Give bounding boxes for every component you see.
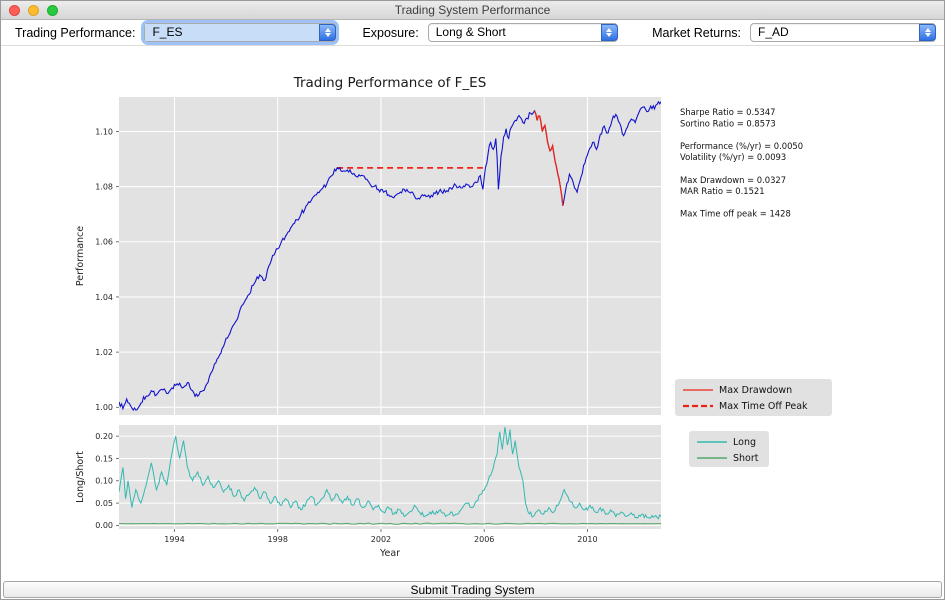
toolbar: Trading Performance: F_ES Exposure: Long… <box>1 20 944 46</box>
performance-plot-area <box>119 97 661 415</box>
svg-text:1.00: 1.00 <box>95 403 113 412</box>
chevron-up-down-icon <box>600 24 618 41</box>
svg-text:2010: 2010 <box>577 535 597 544</box>
equity-curve-line <box>119 100 661 412</box>
svg-text:Performance (%/yr) = 0.0050: Performance (%/yr) = 0.0050 <box>680 141 803 151</box>
svg-text:0.00: 0.00 <box>95 521 113 530</box>
market-returns-label: Market Returns: <box>652 25 741 40</box>
market-returns-select[interactable]: F_AD <box>750 23 936 42</box>
svg-text:Sharpe Ratio = 0.5347: Sharpe Ratio = 0.5347 <box>680 107 775 117</box>
svg-text:Short: Short <box>733 453 759 464</box>
bottom-bar: Submit Trading System <box>1 579 944 599</box>
svg-text:1994: 1994 <box>164 535 184 544</box>
svg-text:0.05: 0.05 <box>95 499 113 508</box>
svg-text:Max Time Off Peak: Max Time Off Peak <box>719 401 808 412</box>
svg-text:1.08: 1.08 <box>95 182 113 191</box>
svg-text:Volatility (%/yr) = 0.0093: Volatility (%/yr) = 0.0093 <box>680 152 786 162</box>
svg-text:1.04: 1.04 <box>95 293 113 302</box>
market-returns-group: Market Returns: F_AD <box>652 23 936 42</box>
svg-text:1.06: 1.06 <box>95 238 113 247</box>
short-exposure-line <box>119 522 661 525</box>
exposure-label: Exposure: <box>362 25 419 40</box>
trading-performance-label: Trading Performance: <box>15 25 136 40</box>
max-drawdown-line <box>533 110 564 206</box>
traffic-lights <box>9 4 58 16</box>
svg-text:Max Drawdown = 0.0327: Max Drawdown = 0.0327 <box>680 175 786 185</box>
chevron-up-down-icon <box>919 24 936 41</box>
exposure-value: Long & Short <box>435 25 506 39</box>
svg-text:1.10: 1.10 <box>95 127 113 136</box>
performance-legend <box>675 379 832 416</box>
svg-text:Max Time off peak = 1428: Max Time off peak = 1428 <box>680 209 791 219</box>
svg-text:0.10: 0.10 <box>95 477 113 486</box>
performance-chart: 1.00 1.02 1.04 1.06 1.08 1.10 Performance 0.00 0… <box>75 75 832 559</box>
svg-text:1998: 1998 <box>268 535 288 544</box>
figure-area: 1.00 1.02 1.04 1.06 1.08 1.10 Performance 0.00 0… <box>1 46 944 579</box>
chart-title: Trading Performance of F_ES <box>293 75 487 91</box>
close-button[interactable] <box>9 4 20 16</box>
svg-text:Sortino Ratio = 0.8573: Sortino Ratio = 0.8573 <box>680 118 776 128</box>
exposure-group: Exposure: Long & Short <box>362 23 618 42</box>
svg-text:2006: 2006 <box>474 535 494 544</box>
trading-performance-select[interactable]: F_ES <box>144 23 337 42</box>
window-title: Trading System Performance <box>394 3 551 17</box>
svg-text:Max Drawdown: Max Drawdown <box>719 385 792 396</box>
svg-text:1.02: 1.02 <box>95 348 113 357</box>
trading-performance-group: Trading Performance: F_ES <box>15 23 337 42</box>
exposure-select[interactable]: Long & Short <box>427 23 618 42</box>
zoom-button[interactable] <box>47 4 58 16</box>
exposure-ylabel: Long/Short <box>75 451 86 503</box>
trading-performance-value: F_ES <box>145 24 320 41</box>
performance-ylabel: Performance <box>75 226 86 286</box>
svg-text:MAR Ratio = 0.1521: MAR Ratio = 0.1521 <box>680 186 765 196</box>
market-returns-value: F_AD <box>758 25 789 39</box>
submit-trading-system-button[interactable]: Submit Trading System <box>3 581 942 598</box>
chevron-up-down-icon <box>319 24 337 41</box>
exposure-plot-area <box>119 425 661 529</box>
svg-text:2002: 2002 <box>371 535 391 544</box>
long-exposure-line <box>119 427 661 520</box>
svg-text:0.20: 0.20 <box>95 432 113 441</box>
minimize-button[interactable] <box>28 4 39 16</box>
title-bar: Trading System Performance <box>1 1 944 20</box>
svg-text:Long: Long <box>733 437 756 448</box>
svg-text:0.15: 0.15 <box>95 454 113 463</box>
x-axis-label: Year <box>379 548 400 559</box>
